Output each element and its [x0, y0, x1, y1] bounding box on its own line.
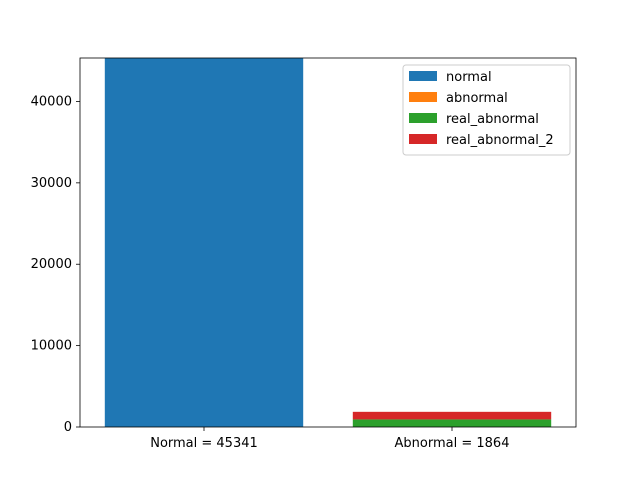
legend-box — [402, 64, 571, 156]
legend: normal abnormal real_abnormal real_abnormal… — [402, 64, 571, 156]
legend-swatch-abnormal — [409, 92, 437, 102]
y-tick-label: 0 — [64, 420, 72, 435]
plot-area-frame — [79, 57, 577, 428]
legend-label-normal: normal — [446, 70, 492, 85]
y-tick-label: 30000 — [31, 176, 72, 191]
legend-label-real-abnormal-2: real_abnormal_2 — [446, 133, 554, 148]
bar-real-abnormal-1 — [352, 419, 552, 427]
legend-label-real-abnormal: real_abnormal — [446, 112, 539, 127]
legend-label-abnormal: abnormal — [446, 91, 508, 106]
x-tick-label: Normal = 45341 — [150, 436, 258, 451]
bar-normal-0 — [104, 58, 304, 427]
y-tick-label: 10000 — [31, 339, 72, 354]
legend-swatch-real-abnormal — [409, 113, 437, 123]
x-axis-ticks: Normal = 45341 Abnormal = 1864 — [150, 427, 509, 451]
bars-group — [104, 58, 552, 427]
y-axis-ticks: 0 10000 20000 30000 40000 — [31, 94, 80, 435]
legend-swatch-real-abnormal-2 — [409, 134, 437, 144]
y-tick-label: 20000 — [31, 257, 72, 272]
y-tick-label: 40000 — [31, 94, 72, 109]
bar-real-abnormal-2-1 — [352, 411, 552, 420]
x-tick-label: Abnormal = 1864 — [395, 436, 510, 451]
legend-swatch-normal — [409, 71, 437, 81]
